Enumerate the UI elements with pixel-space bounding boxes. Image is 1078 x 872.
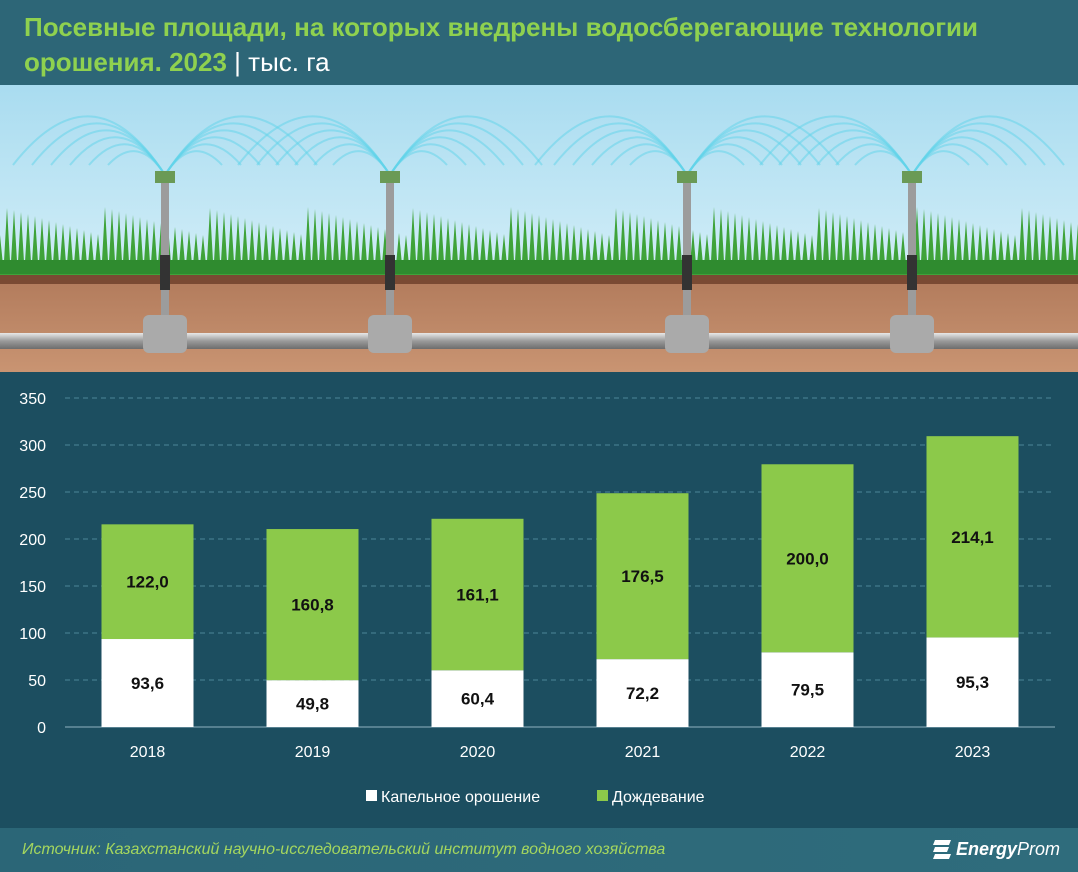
data-label: 122,0 [126, 573, 169, 592]
chart-title: Посевные площади, на которых внедрены во… [24, 10, 1064, 80]
header: Посевные площади, на которых внедрены во… [0, 0, 1078, 85]
stacked-bar-chart: 0 50 100 150 200 250 300 350 93,6 122,0 2018 49,8 16… [19, 391, 1055, 806]
x-tick-label: 2021 [625, 744, 661, 761]
title-separator: | [234, 47, 241, 77]
data-label: 60,4 [461, 690, 495, 709]
source-note: Источник: Казахстанский научно-исследова… [22, 841, 666, 858]
bar-sprinkle [431, 518, 524, 671]
bar-sprinkle [926, 436, 1019, 638]
bar-drip [431, 670, 524, 727]
x-tick-label: 2023 [955, 744, 991, 761]
title-unit: тыс. га [248, 47, 330, 77]
bar-sprinkle [761, 464, 854, 653]
title-text: Посевные площади, на которых внедрены во… [24, 12, 978, 77]
energyprom-logo: EnergyProm [932, 838, 1060, 860]
data-label: 93,6 [131, 674, 164, 693]
data-label: 214,1 [951, 528, 994, 547]
x-tick-label: 2018 [130, 744, 166, 761]
logo-icon [932, 840, 951, 859]
data-label: 176,5 [621, 567, 664, 586]
bar-sprinkle [266, 529, 359, 681]
data-label: 72,2 [626, 684, 659, 703]
chart-area: 0 50 100 150 200 250 300 350 93,6 122,0 2018 49,8 16… [0, 372, 1078, 828]
bar-sprinkle [596, 493, 689, 660]
legend-label: Капельное орошение [381, 789, 540, 806]
bar-drip [101, 639, 194, 727]
x-tick-label: 2022 [790, 744, 826, 761]
legend-swatch [366, 790, 377, 801]
y-tick-label: 350 [19, 391, 46, 408]
data-label: 49,8 [296, 695, 329, 714]
legend-swatch [597, 790, 608, 801]
data-label: 79,5 [791, 681, 824, 700]
bar-drip [926, 637, 1019, 727]
y-tick-label: 50 [28, 673, 46, 690]
y-tick-label: 0 [37, 720, 46, 737]
bar-drip [266, 680, 359, 727]
y-tick-label: 200 [19, 532, 46, 549]
irrigation-illustration [0, 85, 1078, 372]
legend-label: Дождевание [612, 789, 705, 806]
y-tick-label: 250 [19, 485, 46, 502]
y-tick-label: 150 [19, 579, 46, 596]
bar-drip [596, 659, 689, 727]
bar-drip [761, 652, 854, 727]
x-tick-label: 2020 [460, 744, 496, 761]
data-label: 200,0 [786, 549, 829, 568]
x-tick-label: 2019 [295, 744, 331, 761]
data-label: 95,3 [956, 673, 989, 692]
logo-bold: Energy [955, 838, 1017, 859]
y-tick-label: 300 [19, 438, 46, 455]
logo-light: Prom [1016, 838, 1060, 859]
bar-sprinkle [101, 524, 194, 640]
y-tick-label: 100 [19, 626, 46, 643]
footer: Источник: Казахстанский научно-исследова… [0, 828, 1078, 872]
data-label: 160,8 [291, 596, 334, 615]
data-label: 161,1 [456, 586, 499, 605]
